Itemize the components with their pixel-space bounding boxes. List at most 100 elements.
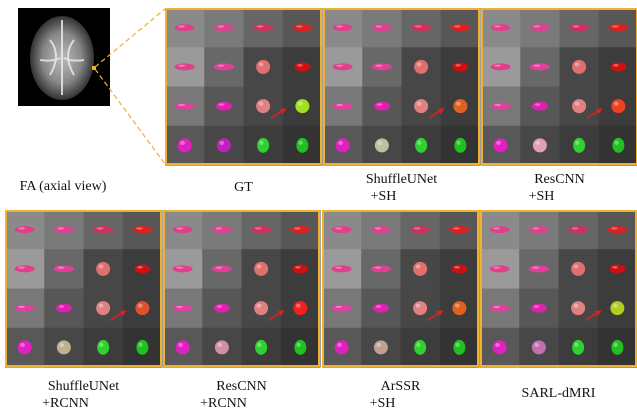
glyph-highlight <box>496 141 501 145</box>
glyph-highlight <box>255 227 262 229</box>
glyph-highlight <box>178 104 185 106</box>
glyph-highlight <box>336 65 343 67</box>
glyph <box>333 24 353 31</box>
glyph-highlight <box>454 266 460 269</box>
glyph-highlight <box>99 304 104 308</box>
glyph-highlight <box>532 267 539 269</box>
glyph-highlight <box>534 343 539 347</box>
glyph-highlight <box>178 25 185 27</box>
glyph <box>454 138 466 153</box>
glyph-highlight <box>533 25 540 27</box>
glyph <box>572 60 586 74</box>
glyph <box>57 340 71 354</box>
glyph-highlight <box>336 104 343 106</box>
glyph <box>134 264 150 273</box>
glyph <box>136 340 148 355</box>
glyph <box>491 24 511 31</box>
glyph <box>610 62 626 71</box>
glyph-highlight <box>176 306 183 308</box>
glyph-highlight <box>493 227 500 229</box>
glyph-highlight <box>613 64 619 67</box>
glyph <box>490 305 510 312</box>
glyph-highlight <box>176 267 183 269</box>
glyph-highlight <box>417 102 422 106</box>
glyph <box>611 340 623 355</box>
glyph-highlight <box>297 64 303 67</box>
glyph-highlight <box>614 141 618 146</box>
glyph-highlight <box>612 266 618 269</box>
glyph <box>332 226 352 233</box>
glyph-highlight <box>18 267 25 269</box>
glyph <box>571 262 585 276</box>
glyph <box>15 226 35 233</box>
glyph <box>452 62 468 71</box>
glyph <box>256 60 270 74</box>
glyph-highlight <box>611 227 618 229</box>
glyph-highlight <box>453 227 460 229</box>
glyph-highlight <box>97 227 104 229</box>
glyph <box>254 262 268 276</box>
glyph <box>530 24 550 31</box>
glyph <box>413 262 427 276</box>
glyph <box>373 304 389 313</box>
glyph <box>255 340 267 355</box>
glyph <box>254 301 268 315</box>
glyph <box>217 138 231 152</box>
glyph-highlight <box>377 103 383 106</box>
glyph <box>449 226 469 233</box>
glyph-highlight <box>99 264 104 268</box>
glyph-highlight <box>575 102 580 106</box>
glyph-highlight <box>259 102 264 106</box>
glyph <box>295 99 309 113</box>
glyph <box>332 265 352 272</box>
glyph-highlight <box>215 267 222 269</box>
glyph-highlight <box>259 141 263 146</box>
glyph-highlight <box>494 65 501 67</box>
glyph <box>54 226 74 233</box>
glyph <box>178 138 192 152</box>
glyph <box>173 305 193 312</box>
glyph <box>611 99 625 113</box>
glyph-highlight <box>535 141 540 145</box>
glyph <box>572 99 586 113</box>
glyph-highlight <box>219 103 225 106</box>
glyph-highlight <box>375 25 382 27</box>
glyph-highlight <box>298 141 302 146</box>
glyph-highlight <box>374 267 381 269</box>
glyph-highlight <box>257 304 262 308</box>
glyph <box>453 99 467 113</box>
glyph <box>333 63 353 70</box>
glyph <box>294 62 310 71</box>
glyph-highlight <box>59 305 65 308</box>
glyph <box>293 301 307 315</box>
glyph <box>371 265 391 272</box>
glyph-highlight <box>176 227 183 229</box>
glyph-highlight <box>298 102 303 106</box>
glyph <box>607 226 627 233</box>
glyph-highlight <box>335 306 342 308</box>
glyph <box>414 99 428 113</box>
caption: ResCNN <box>216 379 267 394</box>
glyph-highlight <box>217 305 223 308</box>
glyph <box>450 24 470 31</box>
glyph <box>609 264 625 273</box>
glyph-highlight <box>57 267 64 269</box>
glyph-highlight <box>416 304 421 308</box>
glyph <box>410 226 430 233</box>
glyph <box>290 226 310 233</box>
glyph <box>333 103 353 110</box>
glyph <box>530 63 550 70</box>
glyph-highlight <box>376 343 381 347</box>
glyph-highlight <box>417 62 422 66</box>
caption: +RCNN <box>200 396 247 411</box>
glyph-highlight <box>575 141 579 146</box>
glyph <box>332 305 352 312</box>
glyph <box>214 24 234 31</box>
glyph-highlight <box>455 304 460 308</box>
glyph <box>296 138 308 153</box>
glyph <box>173 226 193 233</box>
glyph <box>175 103 195 110</box>
glyph-highlight <box>99 343 103 348</box>
glyph <box>375 138 389 152</box>
glyph <box>294 340 306 355</box>
